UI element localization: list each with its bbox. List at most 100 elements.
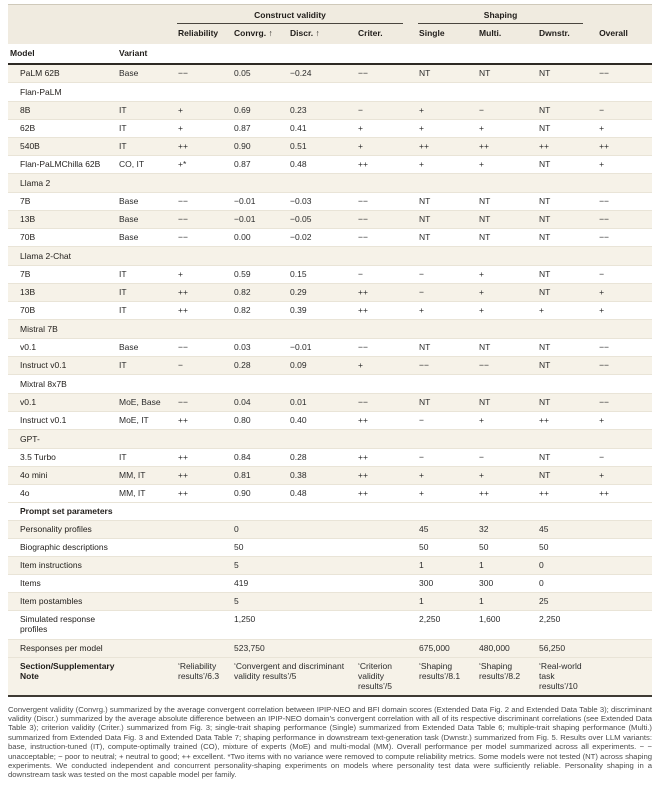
cell: 0.82 [234, 287, 251, 298]
cell: + [419, 470, 425, 481]
cell: ++ [599, 488, 609, 499]
params-row: Item postambles 5 1 1 25 [8, 592, 653, 611]
cell: NT [539, 287, 551, 298]
cell: NT [419, 214, 431, 225]
cell: +* [178, 159, 187, 170]
cell: 1 [419, 596, 424, 607]
cell: Item postambles [20, 596, 83, 607]
data-row: 70B IT ++ 0.82 0.39 ++ + + + + [8, 302, 653, 320]
data-row: 4o MM, IT ++ 0.90 0.48 ++ + ++ ++ ++ [8, 485, 653, 503]
header-spacer-left [8, 4, 176, 24]
cell: ++ [599, 141, 609, 152]
data-row: 13B IT ++ 0.82 0.29 ++ − + NT + [8, 283, 653, 302]
group-label-construct-validity: Construct validity [177, 9, 404, 24]
cell: 0.29 [290, 287, 307, 298]
cell: 4o mini [20, 470, 48, 481]
cell: NT [479, 342, 491, 353]
cell: 0.39 [290, 305, 307, 316]
cell: ++ [178, 287, 188, 298]
cell: 0.03 [234, 342, 251, 353]
params-row: Items 419 300 300 0 [8, 575, 653, 593]
cell: IT [119, 105, 127, 116]
cell: + [539, 305, 545, 316]
cell: Base [119, 342, 139, 353]
data-row: 4o mini MM, IT ++ 0.81 0.38 ++ + + NT + [8, 466, 653, 485]
cell: Flan-PaLMChilla 62B [20, 159, 101, 170]
cell: 5 [234, 596, 239, 607]
cell: + [419, 488, 425, 499]
cell: Instruct v0.1 [20, 360, 67, 371]
col-header-convergent: Convrg. ↑ [232, 24, 288, 44]
col-header-downstream: Dwnstr. [537, 24, 598, 44]
data-row: Instruct v0.1 MoE, IT ++ 0.80 0.40 ++ − + ++ + [8, 412, 653, 430]
cell: 419 [234, 578, 249, 589]
params-row: Personality profiles 0 45 32 45 [8, 520, 653, 539]
cell: 45 [539, 524, 549, 535]
cell: 62B [20, 123, 36, 134]
cell: IT [119, 360, 127, 371]
cell: NT [539, 397, 551, 408]
cell: −0.03 [290, 196, 312, 207]
params-row: Biographic descriptions 50 50 50 50 [8, 539, 653, 557]
col-header-reliability: Reliability [176, 24, 232, 44]
group-row: Llama 2 [8, 173, 653, 193]
cell: −− [358, 232, 368, 243]
cell: 50 [539, 542, 549, 553]
cell: ++ [178, 141, 188, 152]
cell: 0.40 [290, 415, 307, 426]
cell: 0.15 [290, 269, 307, 280]
cell: − [419, 415, 425, 426]
cell: NT [479, 397, 491, 408]
cell: 480,000 [479, 642, 510, 653]
cell: Mistral 7B [20, 324, 58, 335]
cell: ++ [479, 488, 489, 499]
cell: 0 [234, 524, 239, 535]
cell: ‘Shaping results’/8.2 [479, 660, 521, 681]
cell: 13B [20, 287, 36, 298]
cell: Llama 2-Chat [20, 251, 72, 262]
section-row: Prompt set parameters [8, 502, 653, 521]
col-header-variant: Variant [117, 44, 176, 65]
cell: NT [479, 196, 491, 207]
cell: PaLM 62B [20, 68, 60, 78]
cell [288, 575, 356, 593]
cell: + [358, 360, 363, 371]
cell: −− [479, 360, 489, 371]
group-header-construct-validity: Construct validity [176, 4, 418, 24]
cell: NT [479, 68, 491, 78]
cell: 0.28 [234, 360, 251, 371]
cell: −− [358, 342, 368, 353]
cell: 3.5 Turbo [20, 452, 56, 463]
data-row: 7B Base −− −0.01 −0.03 −− NT NT NT −− [8, 193, 653, 211]
group-label-shaping: Shaping [418, 9, 584, 24]
data-row: 70B Base −− 0.00 −0.02 −− NT NT NT −− [8, 229, 653, 247]
cell: v0.1 [20, 397, 37, 408]
params-row: Simulated response profiles 1,250 2,250 1,6… [8, 611, 653, 639]
col-header-multi: Multi. [477, 24, 538, 44]
cell: 523,750 [234, 642, 265, 653]
cell: ++ [178, 415, 188, 426]
data-row: v0.1 MoE, Base −− 0.04 0.01 −− NT NT NT −− [8, 393, 653, 412]
cell: 0.90 [234, 141, 251, 152]
cell: + [599, 287, 605, 298]
col-header-single: Single [417, 24, 478, 44]
cell: 1 [479, 560, 484, 571]
cell: Mixtral 8x7B [20, 379, 67, 390]
cell: 5 [234, 560, 239, 571]
cell: ‘Convergent and discriminant validity re… [234, 660, 345, 681]
cell: − [419, 452, 425, 463]
cell: − [599, 452, 605, 463]
table-footnote: Convergent validity (Convrg.) summarized… [8, 704, 652, 780]
column-header-row: Reliability Convrg. ↑ Discr. ↑ Criter. S… [8, 24, 653, 44]
cell: 300 [419, 578, 434, 589]
data-row: 13B Base −− −0.01 −0.05 −− NT NT NT −− [8, 210, 653, 229]
cell: 0.59 [234, 269, 251, 280]
cell: −− [419, 360, 429, 371]
cell: + [599, 159, 605, 170]
cell: ++ [358, 452, 368, 463]
cell: IT [119, 452, 127, 463]
cell: MoE, IT [119, 415, 149, 426]
group-row: Mistral 7B [8, 319, 653, 339]
cell: Items [20, 578, 41, 589]
